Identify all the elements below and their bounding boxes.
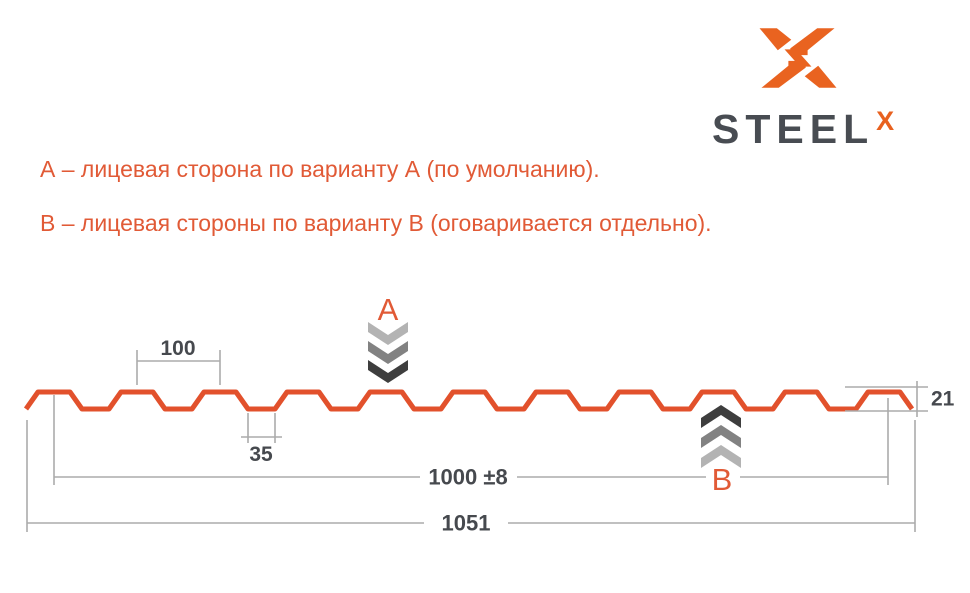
marker-a: А xyxy=(368,292,408,383)
logo-top-right-stroke xyxy=(790,28,835,56)
dim-100-label: 100 xyxy=(160,337,195,360)
sheet-profile-outline xyxy=(23,389,915,412)
dimension-valley-35: 35 xyxy=(241,413,282,466)
steelx-logo: STEELX xyxy=(700,18,930,152)
marker-a-label: А xyxy=(378,292,399,327)
chevron-up-mid-icon xyxy=(701,425,741,448)
chevron-down-mid-icon xyxy=(368,341,408,364)
brand-x-superscript: X xyxy=(876,106,895,136)
logo-bottom-right-stroke xyxy=(804,65,837,88)
steelx-logo-icon xyxy=(759,28,837,88)
marker-b: В xyxy=(701,405,741,497)
profile-drawing: 100 35 1000 ±8 1051 xyxy=(23,292,955,536)
note-variant-b: В – лицевая стороны по варианту В (огова… xyxy=(40,210,712,236)
chevron-down-dark-icon xyxy=(368,360,408,383)
dimension-overall-1051: 1051 xyxy=(26,420,916,536)
dimension-cover-1000: 1000 ±8 xyxy=(53,395,889,490)
chevron-down-light-icon xyxy=(368,322,408,345)
brand-name: STEELX xyxy=(712,106,894,153)
dim-21-label: 21 xyxy=(931,388,955,411)
dim-35-label: 35 xyxy=(249,443,273,466)
dim-1000-label: 1000 ±8 xyxy=(428,465,507,490)
dim-1051-label: 1051 xyxy=(442,511,491,536)
brand-steel-text: STEEL xyxy=(712,106,875,152)
logo-top-left-stroke xyxy=(759,28,792,51)
dimension-height-21: 21 xyxy=(845,381,955,417)
dimension-pitch-100: 100 xyxy=(136,337,221,385)
marker-b-label: В xyxy=(712,462,733,497)
chevron-up-light-icon xyxy=(701,445,741,468)
logo-x-mark xyxy=(759,28,837,88)
note-variant-a: А – лицевая сторона по варианту А (по ум… xyxy=(40,156,600,182)
logo-bottom-left-stroke xyxy=(761,60,806,88)
chevron-up-dark-icon xyxy=(701,405,741,428)
